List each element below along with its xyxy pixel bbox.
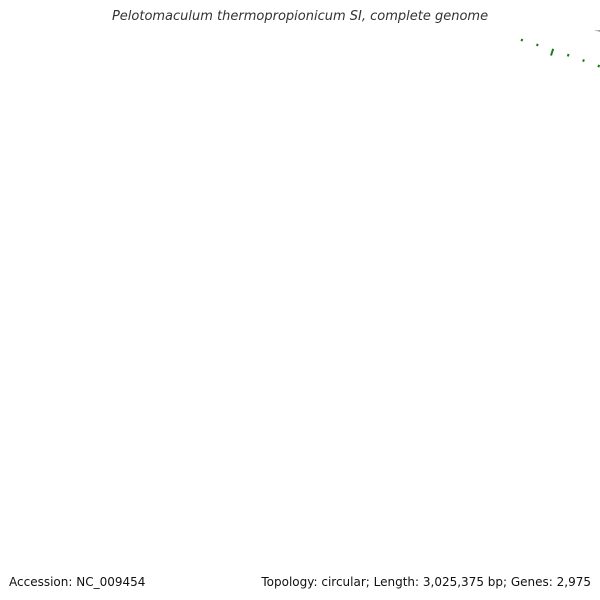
scale-minor-tick (536, 43, 539, 47)
accession-label: Accession: NC_009454 (9, 575, 146, 589)
genome-info: Topology: circular; Length: 3,025,375 bp… (261, 575, 591, 589)
backbone-line (598, 30, 600, 31)
scale-minor-tick (520, 38, 524, 42)
map-layer: 251 kbp252 kbp253 kbp254 kbp255 kbp256 k… (520, 30, 600, 68)
scale-minor-tick (597, 64, 600, 68)
backbone-shadow (593, 30, 600, 33)
scale-minor-tick (582, 59, 585, 63)
map-title: Pelotomaculum thermopropionicum SI, comp… (111, 9, 489, 24)
scale-major-tick (550, 48, 555, 56)
scale-minor-tick (566, 53, 570, 57)
